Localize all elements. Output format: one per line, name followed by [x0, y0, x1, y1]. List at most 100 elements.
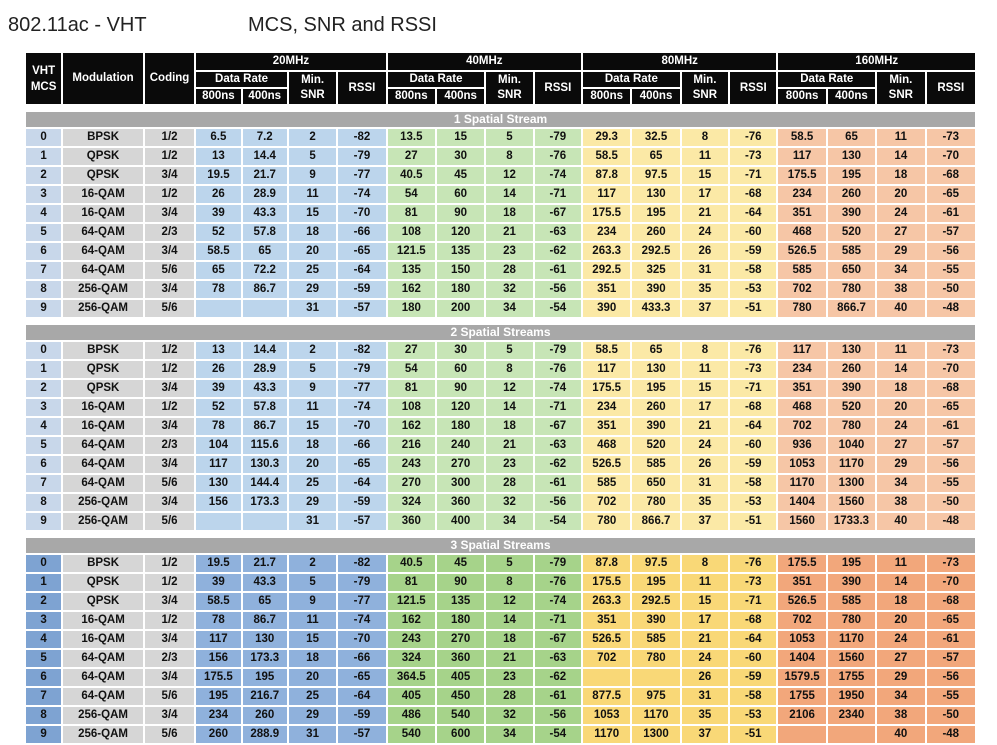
table-cell: 1560 — [777, 512, 828, 532]
table-cell: 130.3 — [241, 455, 289, 475]
table-cell: 130 — [826, 341, 878, 361]
table-cell: 26 — [195, 185, 243, 205]
table-cell: 866.7 — [826, 299, 878, 319]
table-row: 9 256-QAM 5/6 31 -57 180 200 34 -54 390 433.3 37 -51… — [26, 299, 977, 319]
table-cell: 780 — [826, 417, 878, 437]
table-cell: 64-QAM — [62, 436, 145, 456]
table-row: 4 16-QAM 3/4 39 43.3 15 -70 81 90 18 -67 175.5 195 21… — [26, 204, 977, 224]
table-cell: 390 — [582, 299, 633, 319]
table-cell: -64 — [337, 474, 388, 494]
table-cell: 32.5 — [631, 128, 682, 148]
table-cell: -56 — [533, 706, 584, 726]
table-cell: 58.5 — [582, 147, 633, 167]
table-cell: 156 — [195, 649, 243, 669]
table-cell: 60 — [435, 185, 487, 205]
table-cell: 15 — [680, 379, 731, 399]
table-cell: 9 — [26, 299, 64, 319]
table-cell: 8 — [26, 706, 64, 726]
table-cell: 7 — [26, 261, 64, 281]
table-cell: 40 — [876, 299, 927, 319]
table-row: 6 64-QAM 3/4 117 130.3 20 -65 243 270 23 -62 526.5 5… — [26, 455, 977, 475]
table-cell: 34 — [876, 474, 927, 494]
table-cell: 4 — [26, 204, 64, 224]
table-cell: 23 — [485, 668, 535, 688]
table-cell: 390 — [826, 379, 878, 399]
table-cell: -68 — [925, 592, 977, 612]
table-cell: 2 — [287, 554, 339, 574]
table-cell: -64 — [729, 204, 779, 224]
table-cell: 2 — [26, 592, 64, 612]
title-sub: MCS, SNR and RSSI — [248, 14, 437, 36]
table-cell: 1300 — [826, 474, 878, 494]
table-cell: 975 — [631, 687, 682, 707]
table-cell: 31 — [680, 687, 731, 707]
table-cell: 256-QAM — [62, 299, 145, 319]
table-cell: 468 — [777, 398, 828, 418]
table-cell: 23 — [485, 455, 535, 475]
table-cell: 97.5 — [631, 166, 682, 186]
table-cell: 1/2 — [143, 360, 197, 380]
table-cell: 1579.5 — [777, 668, 828, 688]
table-cell: 175.5 — [777, 554, 828, 574]
table-cell: 5/6 — [143, 687, 197, 707]
table-cell: -65 — [925, 398, 977, 418]
table-cell: 31 — [287, 725, 339, 745]
table-cell: -50 — [925, 706, 977, 726]
table-cell: 1/2 — [143, 554, 197, 574]
table-cell: 54 — [386, 185, 437, 205]
table-cell: 14 — [876, 360, 927, 380]
table-cell: 5 — [485, 128, 535, 148]
table-cell: 24 — [680, 649, 731, 669]
table-cell: -57 — [337, 725, 388, 745]
table-cell: 35 — [680, 493, 731, 513]
table-cell: 156 — [195, 493, 243, 513]
table-cell: 11 — [876, 554, 927, 574]
table-cell: 26 — [195, 360, 243, 380]
table-cell: 195 — [631, 379, 682, 399]
table-cell: 81 — [386, 379, 437, 399]
table-cell: 35 — [680, 280, 731, 300]
table-cell: -65 — [337, 455, 388, 475]
table-cell: 1404 — [777, 493, 828, 513]
table-row: 4 16-QAM 3/4 78 86.7 15 -70 162 180 18 -67 351 390 21… — [26, 417, 977, 437]
table-cell: 1053 — [777, 455, 828, 475]
table-cell: 256-QAM — [62, 493, 145, 513]
table-cell: 162 — [386, 280, 437, 300]
table-cell: 175.5 — [195, 668, 243, 688]
table-cell: -79 — [337, 147, 388, 167]
table-cell: 90 — [435, 573, 487, 593]
table-cell: -73 — [729, 573, 779, 593]
table-cell: 20 — [287, 455, 339, 475]
table-cell: 18 — [287, 649, 339, 669]
header-data-rate-80: Data Rate — [582, 71, 682, 89]
table-cell: 405 — [435, 668, 487, 688]
table-cell: 117 — [582, 185, 633, 205]
table-cell: 28 — [485, 687, 535, 707]
table-cell: 351 — [582, 611, 633, 631]
table-cell: -53 — [729, 706, 779, 726]
table-cell: 18 — [876, 592, 927, 612]
table-cell: 1 — [26, 573, 64, 593]
table-cell: -70 — [925, 360, 977, 380]
table-cell: 27 — [386, 341, 437, 361]
header-min-snr-line2: SNR — [300, 89, 325, 101]
table-cell: -82 — [337, 341, 388, 361]
table-cell: 11 — [680, 360, 731, 380]
table-cell: 175.5 — [777, 166, 828, 186]
table-cell: 260 — [631, 398, 682, 418]
table-cell: 65 — [826, 128, 878, 148]
table-cell: 3/4 — [143, 417, 197, 437]
table-cell: -74 — [533, 379, 584, 399]
stream-label: 2 Spatial Streams — [26, 324, 977, 342]
stream-section-header: 2 Spatial Streams — [26, 324, 977, 342]
table-cell: 78 — [195, 611, 243, 631]
table-cell: 3 — [26, 185, 64, 205]
table-cell: 780 — [826, 611, 878, 631]
table-cell: 526.5 — [582, 455, 633, 475]
table-cell: 1560 — [826, 649, 878, 669]
table-cell: -62 — [533, 455, 584, 475]
table-cell: 585 — [582, 474, 633, 494]
table-cell: 23 — [485, 242, 535, 262]
table-cell: -61 — [925, 204, 977, 224]
table-cell: 180 — [435, 611, 487, 631]
